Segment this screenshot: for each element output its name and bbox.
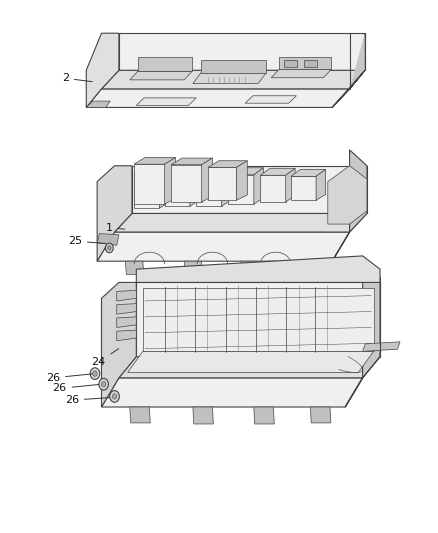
Text: 26: 26 [46, 373, 92, 383]
Polygon shape [86, 101, 110, 108]
Polygon shape [171, 165, 201, 202]
Polygon shape [241, 261, 259, 277]
Polygon shape [117, 304, 136, 314]
Polygon shape [134, 164, 165, 204]
Polygon shape [115, 214, 367, 232]
Polygon shape [125, 261, 144, 274]
Polygon shape [119, 33, 365, 70]
Polygon shape [130, 407, 150, 423]
Polygon shape [260, 175, 286, 202]
Circle shape [110, 391, 119, 402]
Polygon shape [245, 96, 297, 103]
Polygon shape [117, 290, 136, 301]
Text: 24: 24 [92, 349, 119, 367]
Circle shape [90, 368, 100, 379]
Polygon shape [316, 169, 325, 200]
Polygon shape [159, 167, 169, 208]
Polygon shape [284, 60, 297, 67]
Polygon shape [363, 342, 400, 351]
Polygon shape [136, 98, 196, 106]
Polygon shape [286, 168, 295, 202]
Polygon shape [193, 73, 266, 84]
Text: 26: 26 [65, 395, 110, 405]
Circle shape [106, 243, 113, 253]
Circle shape [102, 382, 106, 387]
Polygon shape [102, 378, 363, 407]
Polygon shape [165, 167, 199, 174]
Polygon shape [97, 166, 132, 261]
Polygon shape [237, 161, 247, 200]
Polygon shape [228, 168, 263, 175]
Polygon shape [143, 288, 374, 351]
Polygon shape [132, 166, 367, 214]
Polygon shape [201, 158, 212, 202]
Polygon shape [291, 169, 325, 176]
Text: 25: 25 [68, 236, 105, 246]
Polygon shape [260, 168, 295, 175]
Polygon shape [102, 70, 365, 89]
Polygon shape [134, 174, 159, 208]
Circle shape [93, 371, 97, 376]
Polygon shape [171, 158, 212, 165]
Text: 2: 2 [62, 73, 92, 83]
Polygon shape [201, 60, 266, 73]
Polygon shape [119, 357, 380, 378]
Polygon shape [165, 158, 176, 204]
Polygon shape [190, 167, 199, 206]
Polygon shape [134, 158, 176, 164]
Polygon shape [138, 57, 192, 71]
Polygon shape [136, 282, 380, 357]
Polygon shape [97, 233, 119, 245]
Polygon shape [97, 232, 350, 261]
Polygon shape [184, 261, 202, 277]
Polygon shape [254, 168, 263, 204]
Polygon shape [332, 33, 365, 108]
Polygon shape [328, 166, 367, 224]
Polygon shape [196, 175, 222, 206]
Polygon shape [345, 266, 380, 407]
Polygon shape [193, 407, 213, 424]
Polygon shape [102, 282, 136, 407]
Polygon shape [134, 167, 169, 174]
Polygon shape [196, 168, 231, 175]
Polygon shape [271, 69, 331, 78]
Polygon shape [332, 33, 365, 108]
Polygon shape [208, 167, 237, 200]
Polygon shape [117, 317, 136, 327]
Circle shape [113, 394, 117, 399]
Polygon shape [222, 168, 231, 206]
Polygon shape [279, 57, 331, 69]
Polygon shape [86, 33, 119, 108]
Polygon shape [117, 330, 136, 341]
Polygon shape [311, 407, 331, 423]
Text: 1: 1 [106, 223, 125, 233]
Polygon shape [291, 176, 316, 200]
Circle shape [99, 378, 109, 390]
Polygon shape [254, 407, 274, 424]
Polygon shape [165, 174, 190, 206]
Polygon shape [127, 351, 374, 373]
Polygon shape [304, 60, 317, 67]
Polygon shape [332, 150, 367, 261]
Text: 26: 26 [53, 383, 99, 393]
Polygon shape [208, 161, 247, 167]
Circle shape [108, 246, 111, 250]
Polygon shape [136, 256, 380, 282]
Polygon shape [228, 175, 254, 204]
Polygon shape [297, 261, 316, 278]
Polygon shape [130, 71, 192, 80]
Polygon shape [86, 89, 350, 108]
